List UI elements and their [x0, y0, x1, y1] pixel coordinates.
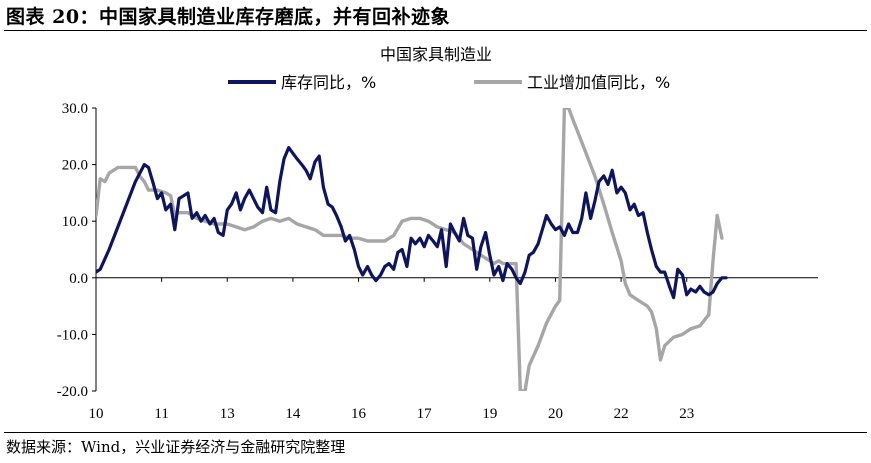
series-line-industrial-value-added	[96, 108, 724, 391]
x-tick-label: 11	[154, 406, 168, 422]
y-tick-label: 30.0	[62, 101, 88, 117]
y-tick-label: -10.0	[57, 327, 88, 343]
x-tick-label: 22	[614, 406, 629, 422]
legend: 库存同比，% 工业增加值同比，%	[228, 73, 670, 92]
bottom-rule	[4, 432, 867, 433]
x-tick-label: 10	[89, 406, 104, 422]
x-axis: 10 11 13 14 16 17 19 20 22 23	[89, 277, 818, 422]
y-tick-label: 0.0	[69, 271, 88, 287]
x-tick-label: 16	[351, 406, 367, 422]
y-tick-label: 20.0	[62, 158, 88, 174]
legend-label-inventory: 库存同比，%	[281, 73, 376, 92]
series-layer	[96, 108, 728, 391]
x-tick-label: 17	[417, 406, 433, 422]
x-tick-label: 13	[220, 406, 235, 422]
legend-label-industrial-value-added: 工业增加值同比，%	[527, 73, 670, 92]
x-tick-label: 20	[548, 406, 563, 422]
y-tick-label: -20.0	[57, 384, 88, 400]
figure-title: 图表 20：中国家具制造业库存磨底，并有回补迹象	[6, 6, 451, 28]
series-line-inventory	[96, 146, 728, 300]
y-axis: 30.0 20.0 10.0 0.0 -10.0 -20.0	[57, 101, 97, 400]
x-tick-label: 23	[679, 406, 694, 422]
x-tick-label: 14	[285, 406, 301, 422]
x-tick-label: 19	[482, 406, 497, 422]
source-note: 数据来源：Wind，兴业证券经济与金融研究院整理	[6, 438, 346, 456]
y-tick-label: 10.0	[62, 214, 88, 230]
chart-title: 中国家具制造业	[380, 45, 492, 64]
top-rule	[4, 30, 867, 31]
